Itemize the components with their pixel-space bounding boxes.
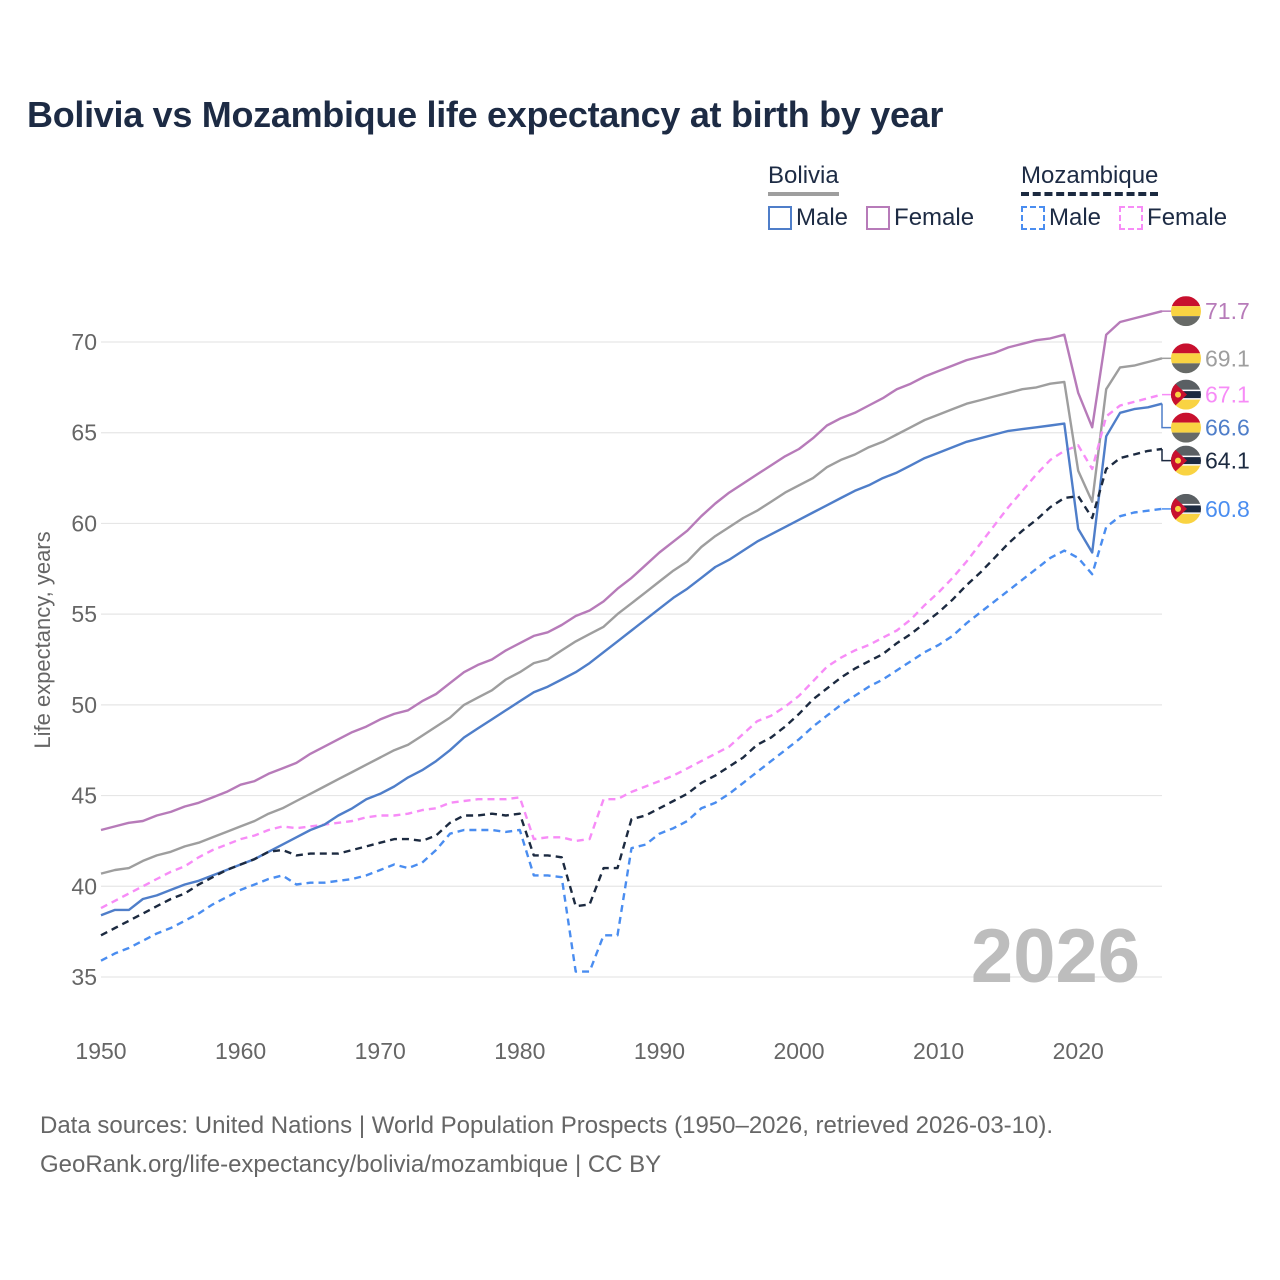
flag-band xyxy=(1171,422,1201,433)
flag-band xyxy=(1171,493,1201,504)
y-tick-label: 50 xyxy=(71,692,97,718)
flag-band xyxy=(1171,316,1201,327)
x-tick-label: 1970 xyxy=(355,1038,406,1064)
mozambique-flag-icon xyxy=(1171,493,1201,524)
y-axis-label: Life expectancy, years xyxy=(30,531,55,748)
legend-swatch xyxy=(866,206,891,230)
series-line-mozambique-male xyxy=(100,507,1163,973)
chart-title: Bolivia vs Mozambique life expectancy at… xyxy=(27,94,944,135)
flag-star xyxy=(1175,391,1181,398)
x-tick-label: 1990 xyxy=(634,1038,685,1064)
end-value-label: 64.1 xyxy=(1205,448,1250,474)
flag-band xyxy=(1171,412,1201,423)
x-tick-label: 2020 xyxy=(1053,1038,1104,1064)
legend-group-bolivia: Bolivia Male Female xyxy=(768,162,974,232)
end-value-label: 71.7 xyxy=(1205,298,1250,324)
bolivia-flag-icon xyxy=(1171,412,1201,443)
flag-body xyxy=(1171,445,1201,476)
bolivia-flag-icon xyxy=(1171,296,1201,327)
mozambique-flag-icon xyxy=(1171,445,1201,476)
series-line-mozambique xyxy=(100,447,1163,937)
flag-body xyxy=(1171,379,1201,410)
end-value-label: 66.6 xyxy=(1205,415,1250,441)
label-connector xyxy=(1161,403,1172,429)
series-line-bolivia xyxy=(100,357,1163,875)
flag-band xyxy=(1171,503,1201,506)
legend-item-bolivia-male[interactable]: Male xyxy=(768,204,848,232)
legend-group-mozambique: Mozambique Male Female xyxy=(1021,162,1227,232)
flag-band xyxy=(1171,398,1201,400)
source-line: Data sources: United Nations | World Pop… xyxy=(40,1112,1054,1139)
flag-star xyxy=(1175,505,1181,512)
x-tick-label: 1980 xyxy=(494,1038,545,1064)
end-value-label: 60.8 xyxy=(1205,496,1250,522)
bolivia-flag-icon xyxy=(1171,343,1201,374)
x-tick-label: 2000 xyxy=(773,1038,824,1064)
y-tick-label: 35 xyxy=(71,964,97,990)
flag-band xyxy=(1171,296,1201,307)
flag-band xyxy=(1171,389,1201,392)
flag-star xyxy=(1175,457,1181,464)
legend-label: Female xyxy=(1147,204,1228,231)
x-tick-label: 1960 xyxy=(215,1038,266,1064)
flag-body xyxy=(1171,343,1201,374)
flag-band xyxy=(1171,306,1201,317)
mozambique-flag-icon xyxy=(1171,379,1201,410)
source-note: Data sources: United Nations | World Pop… xyxy=(40,1106,1053,1184)
y-tick-label: 70 xyxy=(71,329,97,355)
year-watermark: 2026 xyxy=(971,914,1140,999)
legend-item-mozambique-female[interactable]: Female xyxy=(1119,204,1227,232)
y-tick-label: 40 xyxy=(71,873,97,899)
flag-band xyxy=(1171,464,1201,466)
flag-band xyxy=(1171,465,1201,476)
flag-band xyxy=(1171,379,1201,390)
flag-body xyxy=(1171,493,1201,524)
y-tick-label: 45 xyxy=(71,783,97,809)
end-value-label: 69.1 xyxy=(1205,345,1250,371)
legend-item-mozambique-male[interactable]: Male xyxy=(1021,204,1101,232)
y-tick-label: 60 xyxy=(71,510,97,536)
legend-item-bolivia-female[interactable]: Female xyxy=(866,204,974,232)
x-tick-label: 2010 xyxy=(913,1038,964,1064)
x-tick-label: 1950 xyxy=(75,1038,126,1064)
flag-body xyxy=(1171,296,1201,327)
series-line-bolivia-male xyxy=(100,402,1163,917)
flag-band xyxy=(1171,363,1201,374)
series-line-mozambique-female xyxy=(100,393,1163,910)
flag-band xyxy=(1171,343,1201,354)
flag-body xyxy=(1171,412,1201,443)
legend-label: Female xyxy=(894,204,975,231)
legend-group-title: Mozambique xyxy=(1021,162,1159,196)
series-line-bolivia-female xyxy=(100,310,1163,832)
flag-band xyxy=(1171,353,1201,364)
y-tick-label: 55 xyxy=(71,601,97,627)
legend-label: Male xyxy=(796,204,849,231)
legend-group-title: Bolivia xyxy=(768,162,839,196)
legend-swatch xyxy=(768,206,792,230)
flag-band xyxy=(1171,399,1201,410)
label-connector xyxy=(1161,449,1172,462)
legend-label: Male xyxy=(1049,204,1102,231)
flag-band xyxy=(1171,432,1201,443)
end-value-label: 67.1 xyxy=(1205,382,1250,408)
flag-band xyxy=(1171,512,1201,514)
source-link[interactable]: GeoRank.org/life-expectancy/bolivia/moza… xyxy=(40,1151,662,1178)
legend-swatch xyxy=(1119,206,1144,230)
flag-band xyxy=(1171,513,1201,524)
y-tick-label: 65 xyxy=(71,420,97,446)
flag-band xyxy=(1171,445,1201,456)
flag-band xyxy=(1171,455,1201,458)
legend-swatch xyxy=(1021,206,1045,230)
